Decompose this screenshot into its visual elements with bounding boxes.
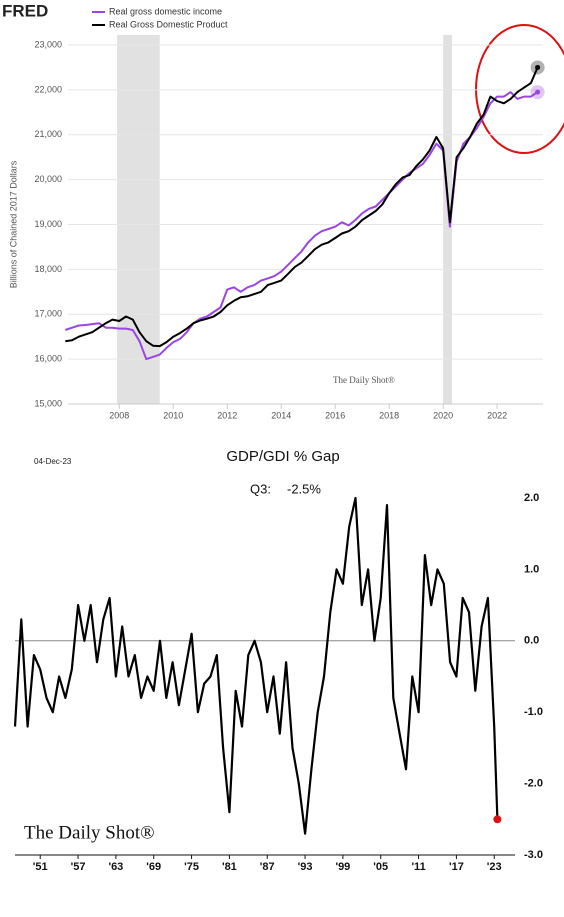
x-tick-label: '75 xyxy=(184,861,199,873)
y-tick-label: 19,000 xyxy=(34,219,62,229)
x-tick-label: '93 xyxy=(298,861,313,873)
end-point xyxy=(535,89,541,95)
x-tick-label: '51 xyxy=(33,861,48,873)
y-tick-label: 18,000 xyxy=(34,264,62,274)
x-tick-label: '99 xyxy=(335,861,350,873)
y-tick-label: -2.0 xyxy=(524,778,543,790)
y-tick-label: 16,000 xyxy=(34,354,62,364)
end-point xyxy=(535,64,541,70)
y-tick-label: 15,000 xyxy=(34,398,62,408)
x-tick-label: '63 xyxy=(108,861,123,873)
y-tick-label: 21,000 xyxy=(34,129,62,139)
y-tick-label: 23,000 xyxy=(34,39,62,49)
x-tick-label: 2008 xyxy=(109,410,129,420)
data-line xyxy=(13,496,499,835)
y-tick-label: 17,000 xyxy=(34,309,62,319)
chart-bottom: GDP/GDI % Gap 04-Dec-23 Q3: -2.5% -3.0 -2.0 -1… xyxy=(13,448,543,873)
end-point xyxy=(493,815,502,824)
y-tick-label: -3.0 xyxy=(524,849,543,861)
x-tick-label: 2020 xyxy=(433,410,453,420)
y-tick-label: -1.0 xyxy=(524,706,543,718)
x-tick-label: 2014 xyxy=(271,410,291,420)
y-tick-label: 20,000 xyxy=(34,174,62,184)
x-tick-label: 2012 xyxy=(217,410,237,420)
y-tick-label: 0.0 xyxy=(524,635,539,647)
x-tick-label: '23 xyxy=(487,861,502,873)
annotation: Q3: xyxy=(250,481,271,496)
x-tick-label: 2016 xyxy=(325,410,345,420)
x-tick-label: '17 xyxy=(449,861,464,873)
legend-label: Real gross domestic income xyxy=(109,6,222,16)
highlight-ellipse xyxy=(475,24,564,154)
logo: FRED xyxy=(2,1,48,20)
x-tick-label: '87 xyxy=(260,861,275,873)
watermark: The Daily Shot® xyxy=(24,822,155,843)
recession-band xyxy=(117,35,160,404)
y-tick-label: 2.0 xyxy=(524,492,539,504)
y-tick-label: 1.0 xyxy=(524,563,539,575)
x-tick-label: '69 xyxy=(146,861,161,873)
x-tick-label: '05 xyxy=(373,861,388,873)
y-axis-label: Billions of Chained 2017 Dollars xyxy=(8,160,18,288)
legend-label: Real Gross Domestic Product xyxy=(109,19,228,29)
x-tick-label: '11 xyxy=(411,861,425,873)
recession-band xyxy=(443,35,453,404)
y-tick-label: 22,000 xyxy=(34,84,62,94)
chart-top: 15,000 16,000 17,000 18,000 19,000 20,000 21,0… xyxy=(8,6,545,420)
x-tick-label: 2018 xyxy=(379,410,399,420)
chart-title: GDP/GDI % Gap xyxy=(226,448,339,465)
data-line xyxy=(65,67,539,348)
annotation-value: -2.5% xyxy=(287,481,321,496)
x-tick-label: 2022 xyxy=(487,410,507,420)
x-tick-label: '57 xyxy=(71,861,86,873)
date: 04-Dec-23 xyxy=(34,457,72,466)
x-tick-label: '81 xyxy=(222,861,237,873)
x-tick-label: 2010 xyxy=(163,410,183,420)
watermark: The Daily Shot® xyxy=(333,375,395,385)
